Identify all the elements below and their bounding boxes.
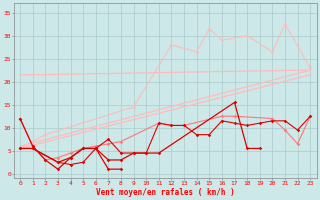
X-axis label: Vent moyen/en rafales ( km/h ): Vent moyen/en rafales ( km/h ) (96, 188, 235, 197)
